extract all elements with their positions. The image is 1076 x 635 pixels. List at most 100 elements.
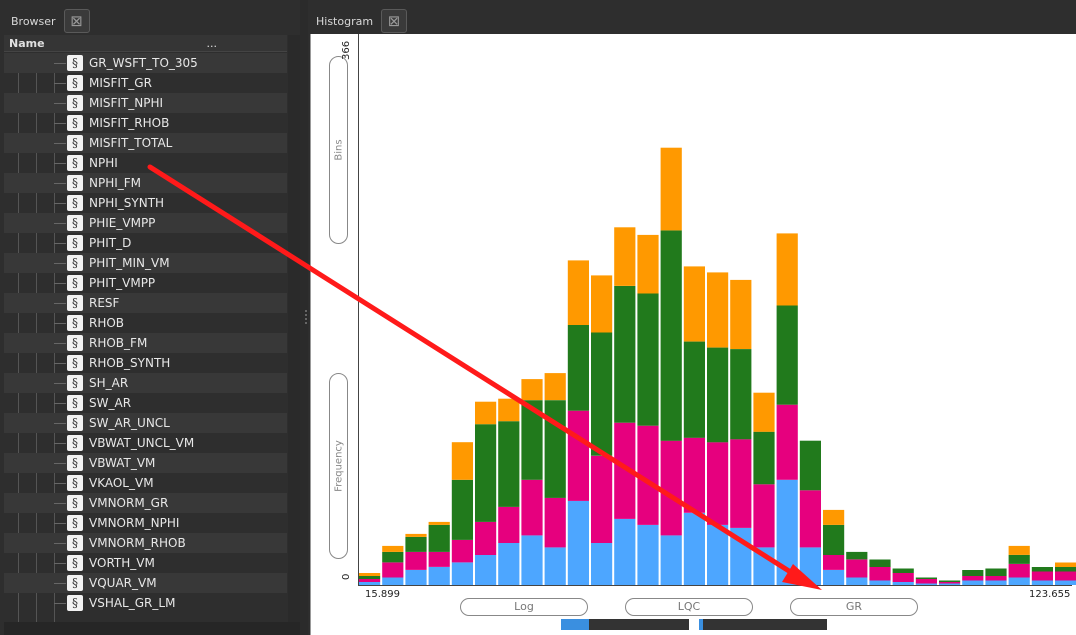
- histogram-close-button[interactable]: ⊠: [381, 9, 408, 33]
- histogram-bar: [591, 542, 613, 585]
- histogram-bar: [846, 551, 868, 560]
- browser-close-button[interactable]: ⊠: [63, 9, 90, 33]
- histogram-bar: [730, 279, 752, 349]
- frequency-axis-pill[interactable]: Frequency: [329, 373, 348, 559]
- histogram-bar: [498, 542, 520, 585]
- tree-item[interactable]: § PHIE_VMPP: [4, 213, 287, 233]
- tree-item-label: MISFIT_GR: [89, 76, 152, 90]
- tree-item[interactable]: § MISFIT_NPHI: [4, 93, 287, 113]
- tree-item-label: MISFIT_NPHI: [89, 96, 164, 110]
- tree-item[interactable]: § VBWAT_VM: [4, 453, 287, 473]
- tree-item[interactable]: § VORTH_VM: [4, 553, 287, 573]
- tree-item[interactable]: § RHOB_SYNTH: [4, 353, 287, 373]
- histogram-bar: [1008, 564, 1030, 578]
- tree-item[interactable]: § NPHI_FM: [4, 173, 287, 193]
- tree-connector: [54, 603, 66, 604]
- tree-connector: [54, 383, 66, 384]
- log-curve-icon: §: [67, 375, 83, 391]
- tree-item[interactable]: § VKAOL_VM: [4, 473, 287, 493]
- histogram-bar: [939, 580, 961, 582]
- histogram-bar: [660, 147, 682, 231]
- tree-item[interactable]: § NPHI: [4, 153, 287, 173]
- tree-connector: [54, 63, 66, 64]
- tree-item[interactable]: § PHIT_MIN_VM: [4, 253, 287, 273]
- histogram-bar: [939, 582, 961, 584]
- histogram-bar: [567, 410, 589, 501]
- histogram-bar: [683, 437, 705, 513]
- tree-item[interactable]: § MISFIT_TOTAL: [4, 133, 287, 153]
- histogram-bar: [591, 275, 613, 333]
- tree-item[interactable]: § VMNORM_RHOB: [4, 533, 287, 553]
- histogram-bar: [799, 440, 821, 491]
- tree-item[interactable]: § SH_AR: [4, 373, 287, 393]
- tree-connector: [54, 123, 66, 124]
- tree-item[interactable]: § RHOB_FM: [4, 333, 287, 353]
- panel-splitter[interactable]: [300, 0, 308, 635]
- histogram-bar: [915, 577, 937, 579]
- column-header[interactable]: Name ...: [4, 35, 287, 52]
- histogram-bar: [637, 234, 659, 294]
- tree-item[interactable]: § VSHAL_GR_LM: [4, 593, 287, 613]
- range-slider-track-right[interactable]: [699, 619, 827, 630]
- log-curve-icon: §: [67, 495, 83, 511]
- tree-item[interactable]: § MISFIT_RHOB: [4, 113, 287, 133]
- log-curve-icon: §: [67, 55, 83, 71]
- tree-item[interactable]: § VQUAR_VM: [4, 573, 287, 593]
- tree-item[interactable]: § PHIT_D: [4, 233, 287, 253]
- tree-item-label: SW_AR_UNCL: [89, 416, 170, 430]
- tree-item-label: RHOB_SYNTH: [89, 356, 171, 370]
- bins-axis-pill[interactable]: Bins: [329, 56, 348, 244]
- tree-item-label: PHIT_MIN_VM: [89, 256, 170, 270]
- tree-item-label: RHOB_FM: [89, 336, 148, 350]
- histogram-bar: [544, 547, 566, 585]
- column-name-header[interactable]: Name: [9, 36, 45, 50]
- tree-item[interactable]: § SW_AR_UNCL: [4, 413, 287, 433]
- range-slider-track[interactable]: [589, 619, 689, 630]
- tree-item-label: MISFIT_TOTAL: [89, 136, 173, 150]
- tree-item[interactable]: § RESF: [4, 293, 287, 313]
- histogram-bar: [591, 332, 613, 456]
- tree-item-label: VMNORM_GR: [89, 496, 169, 510]
- histogram-bar: [544, 497, 566, 548]
- annotation-arrow-head: [782, 564, 822, 590]
- histogram-bar: [405, 570, 427, 585]
- splitter-grip-icon[interactable]: [305, 310, 307, 324]
- histogram-bar: [776, 479, 798, 585]
- tree-item[interactable]: § MISFIT_GR: [4, 73, 287, 93]
- range-slider-right[interactable]: [699, 619, 703, 630]
- tree-item[interactable]: § VMNORM_GR: [4, 493, 287, 513]
- tree-item[interactable]: § VBWAT_UNCL_VM: [4, 433, 287, 453]
- histogram-bar: [985, 580, 1007, 585]
- tree-item-label: VBWAT_VM: [89, 456, 156, 470]
- histogram-bar: [428, 521, 450, 525]
- column-more-header[interactable]: ...: [206, 36, 218, 50]
- lqc-axis-pill[interactable]: LQC: [625, 598, 753, 616]
- tree-item[interactable]: § SW_AR: [4, 393, 287, 413]
- histogram-bar: [498, 421, 520, 507]
- histogram-bar: [428, 567, 450, 585]
- browser-horizontal-scrollbar[interactable]: [4, 622, 300, 635]
- gr-axis-pill[interactable]: GR: [790, 598, 918, 616]
- tree-connector: [54, 183, 66, 184]
- tree-item[interactable]: § GR_WSFT_TO_305: [4, 53, 287, 73]
- histogram-bar: [869, 567, 891, 581]
- histogram-bar: [614, 422, 636, 519]
- x-min-label: 15.899: [365, 589, 400, 600]
- histogram-title: Histogram: [316, 14, 374, 28]
- histogram-bar: [382, 577, 404, 585]
- tree-item[interactable]: § VMNORM_NPHI: [4, 513, 287, 533]
- log-axis-pill[interactable]: Log: [460, 598, 588, 616]
- tree-item[interactable]: § PHIT_VMPP: [4, 273, 287, 293]
- browser-scrollbar[interactable]: [288, 35, 300, 625]
- tree-connector: [54, 103, 66, 104]
- histogram-bar: [776, 305, 798, 405]
- tree-connector: [54, 323, 66, 324]
- histogram-bar: [359, 576, 381, 579]
- tree-connector: [54, 283, 66, 284]
- tree-item-label: PHIT_VMPP: [89, 276, 156, 290]
- x-max-label: 123.655: [1029, 589, 1071, 600]
- tree-item-label: MISFIT_RHOB: [89, 116, 170, 130]
- range-slider-left[interactable]: [561, 619, 589, 630]
- tree-item[interactable]: § NPHI_SYNTH: [4, 193, 287, 213]
- tree-item[interactable]: § RHOB: [4, 313, 287, 333]
